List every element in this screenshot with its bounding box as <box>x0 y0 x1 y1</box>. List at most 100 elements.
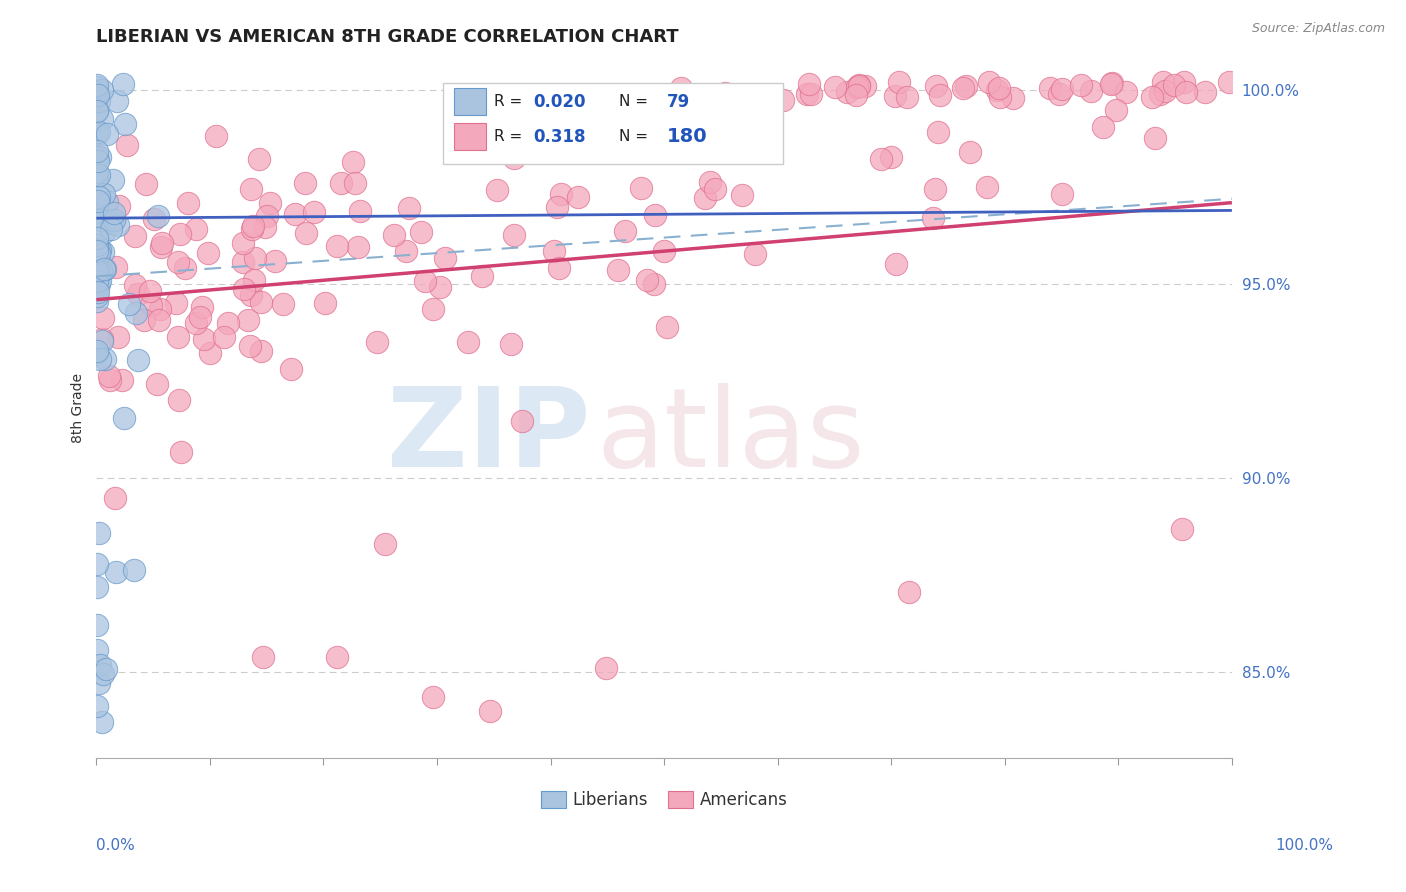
Point <box>89 150 111 164</box>
Point <box>548 261 571 276</box>
Point <box>714 86 737 100</box>
Point <box>111 373 134 387</box>
Point <box>751 101 773 115</box>
Point <box>742 144 765 158</box>
Point <box>115 137 138 152</box>
Point <box>976 179 998 194</box>
Point <box>925 79 948 94</box>
Point <box>264 254 287 268</box>
Point <box>704 182 727 196</box>
Point <box>326 238 349 252</box>
Point <box>756 144 779 158</box>
Point <box>252 650 274 665</box>
Point <box>103 206 125 220</box>
Point <box>382 227 405 242</box>
Point <box>87 253 110 268</box>
Point <box>94 262 117 277</box>
Point <box>247 152 270 166</box>
Point <box>1218 75 1240 89</box>
Point <box>314 296 336 310</box>
Point <box>342 155 364 169</box>
Point <box>86 237 108 252</box>
Point <box>897 584 920 599</box>
Point <box>124 564 146 578</box>
Point <box>547 200 569 214</box>
Point <box>880 150 903 164</box>
Point <box>927 125 949 139</box>
Point <box>174 261 197 276</box>
Point <box>87 243 110 257</box>
Point <box>513 144 536 158</box>
Point <box>146 377 169 392</box>
Point <box>96 195 118 210</box>
Point <box>90 213 112 227</box>
Text: LIBERIAN VS AMERICAN 8TH GRADE CORRELATION CHART: LIBERIAN VS AMERICAN 8TH GRADE CORRELATI… <box>97 29 679 46</box>
Point <box>93 187 115 202</box>
Point <box>86 126 108 140</box>
Point <box>256 209 278 223</box>
Point <box>1050 82 1073 96</box>
Point <box>538 122 561 136</box>
Point <box>86 557 108 571</box>
Text: ZIP: ZIP <box>387 383 591 490</box>
Point <box>848 78 870 92</box>
Point <box>347 240 370 254</box>
Point <box>343 176 366 190</box>
Point <box>87 95 110 109</box>
Point <box>232 255 254 269</box>
Point <box>148 313 170 327</box>
Point <box>630 180 652 194</box>
Point <box>1099 77 1122 91</box>
Point <box>1154 84 1177 98</box>
Point <box>796 87 818 101</box>
Point <box>90 264 112 278</box>
Point <box>105 94 128 108</box>
Point <box>86 209 108 223</box>
Point <box>86 274 108 288</box>
Point <box>167 393 190 408</box>
Point <box>395 244 418 258</box>
Point <box>1175 86 1198 100</box>
Point <box>884 257 907 271</box>
Point <box>672 140 695 154</box>
Point <box>177 195 200 210</box>
Point <box>105 260 128 274</box>
Point <box>197 245 219 260</box>
Point <box>141 298 163 312</box>
Point <box>184 221 207 235</box>
Point <box>955 79 977 94</box>
Point <box>200 346 222 360</box>
Point <box>165 296 187 310</box>
Point <box>87 88 110 103</box>
Point <box>366 335 388 350</box>
Point <box>567 189 589 203</box>
Point <box>167 254 190 268</box>
Point <box>149 301 172 316</box>
Point <box>89 658 111 673</box>
Point <box>243 273 266 287</box>
Point <box>921 211 943 226</box>
Point <box>411 225 433 239</box>
Point <box>848 78 870 93</box>
Point <box>607 263 630 277</box>
Point <box>429 280 451 294</box>
Point <box>952 80 974 95</box>
Point <box>928 87 950 102</box>
Point <box>987 80 1010 95</box>
Point <box>103 172 125 186</box>
Point <box>125 306 148 320</box>
Point <box>1173 75 1195 89</box>
Point <box>1142 90 1164 104</box>
FancyBboxPatch shape <box>454 123 486 150</box>
Point <box>744 247 766 261</box>
Point <box>86 263 108 277</box>
Point <box>510 414 533 428</box>
Point <box>103 212 125 227</box>
Text: 79: 79 <box>666 93 689 111</box>
Point <box>127 287 149 301</box>
Point <box>1105 103 1128 117</box>
Point <box>105 566 128 580</box>
Point <box>240 181 263 195</box>
Point <box>887 75 910 89</box>
Point <box>413 274 436 288</box>
